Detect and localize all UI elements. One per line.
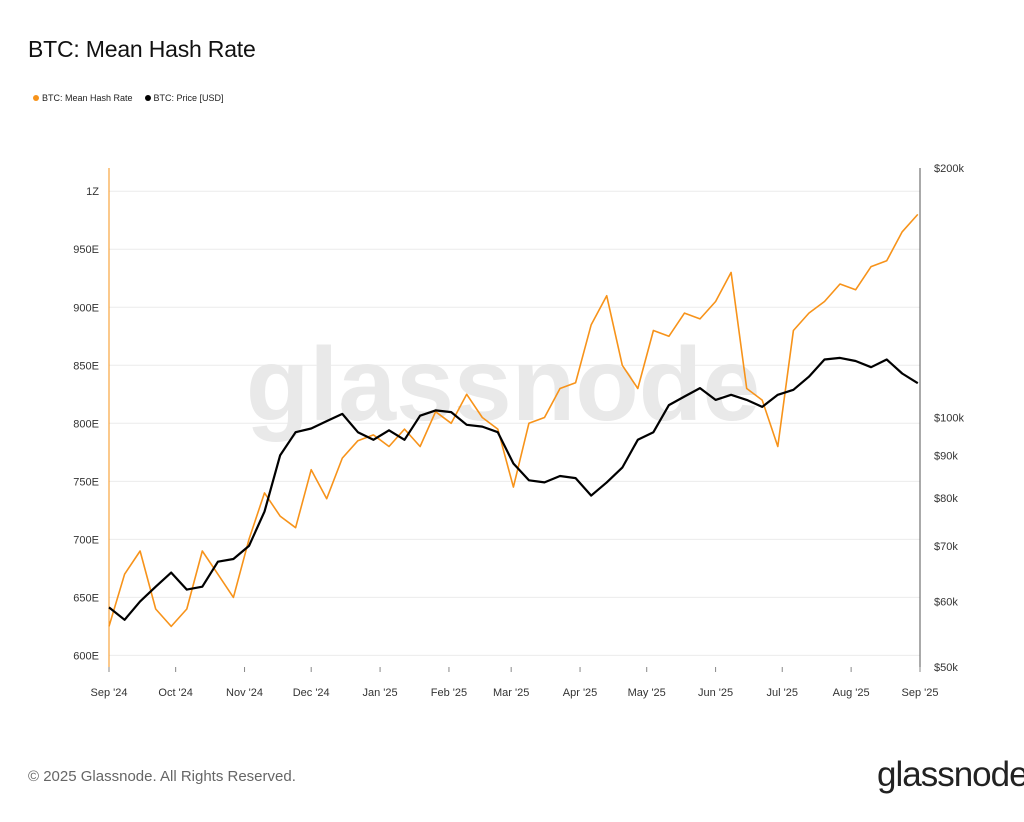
right-tick-label: $100k [934, 413, 964, 425]
x-tick-label: Apr '25 [563, 687, 598, 699]
x-tick-label: Jul '25 [767, 687, 798, 699]
left-tick-label: 800E [73, 418, 99, 430]
right-axis-ticks: $50k $60k $70k $80k $90k $100k $200k [934, 163, 964, 674]
x-tick-label: Oct '24 [158, 687, 193, 699]
legend-item-hash-rate[interactable]: BTC: Mean Hash Rate [33, 93, 133, 103]
left-tick-label: 700E [73, 534, 99, 546]
legend-dot-black-icon [144, 95, 151, 101]
x-tick-label: Aug '25 [833, 687, 870, 699]
x-tick-label: Dec '24 [293, 687, 330, 699]
legend: BTC: Mean Hash Rate BTC: Price [USD] [33, 93, 224, 103]
left-tick-label: 750E [73, 476, 99, 488]
x-tick-label: Nov '24 [226, 687, 263, 699]
brand-logo: glassnode [877, 755, 1024, 794]
price-line [108, 356, 919, 621]
gridlines [109, 190, 920, 656]
left-tick-label: 1Z [86, 186, 99, 198]
x-tick-label: May '25 [628, 687, 666, 699]
legend-label-price: BTC: Price [USD] [153, 93, 224, 103]
right-tick-label: $200k [934, 163, 964, 175]
x-tick-label: Sep '24 [91, 687, 128, 699]
watermark: glassnode [246, 327, 760, 443]
left-tick-label: 900E [73, 302, 99, 314]
legend-dot-orange-icon [33, 95, 39, 101]
left-tick-label: 650E [73, 592, 99, 604]
copyright: © 2025 Glassnode. All Rights Reserved. [28, 768, 296, 785]
left-tick-label: 600E [73, 650, 99, 662]
legend-item-price[interactable]: BTC: Price [USD] [144, 93, 224, 103]
right-tick-label: $80k [934, 493, 958, 505]
left-tick-label: 950E [73, 244, 99, 256]
left-tick-label: 850E [73, 360, 99, 372]
right-tick-label: $90k [934, 450, 958, 462]
right-tick-label: $70k [934, 541, 958, 553]
legend-label-hash-rate: BTC: Mean Hash Rate [42, 93, 133, 103]
x-tick-label: Feb '25 [431, 687, 467, 699]
hash-rate-line [108, 213, 919, 628]
right-tick-label: $50k [934, 662, 958, 674]
x-tick-label: Sep '25 [902, 687, 939, 699]
x-axis-ticks: Sep '24 Oct '24 Nov '24 Dec '24 Jan '25 Feb '… [91, 667, 939, 699]
right-tick-label: $60k [934, 596, 958, 608]
x-tick-label: Jun '25 [698, 687, 733, 699]
x-tick-label: Jan '25 [363, 687, 398, 699]
x-tick-label: Mar '25 [493, 687, 529, 699]
left-axis-ticks: 600E 650E 700E 750E 800E 850E 900E 950E 1Z [73, 186, 99, 662]
series-lines [108, 213, 919, 628]
chart-title: BTC: Mean Hash Rate [28, 36, 256, 62]
